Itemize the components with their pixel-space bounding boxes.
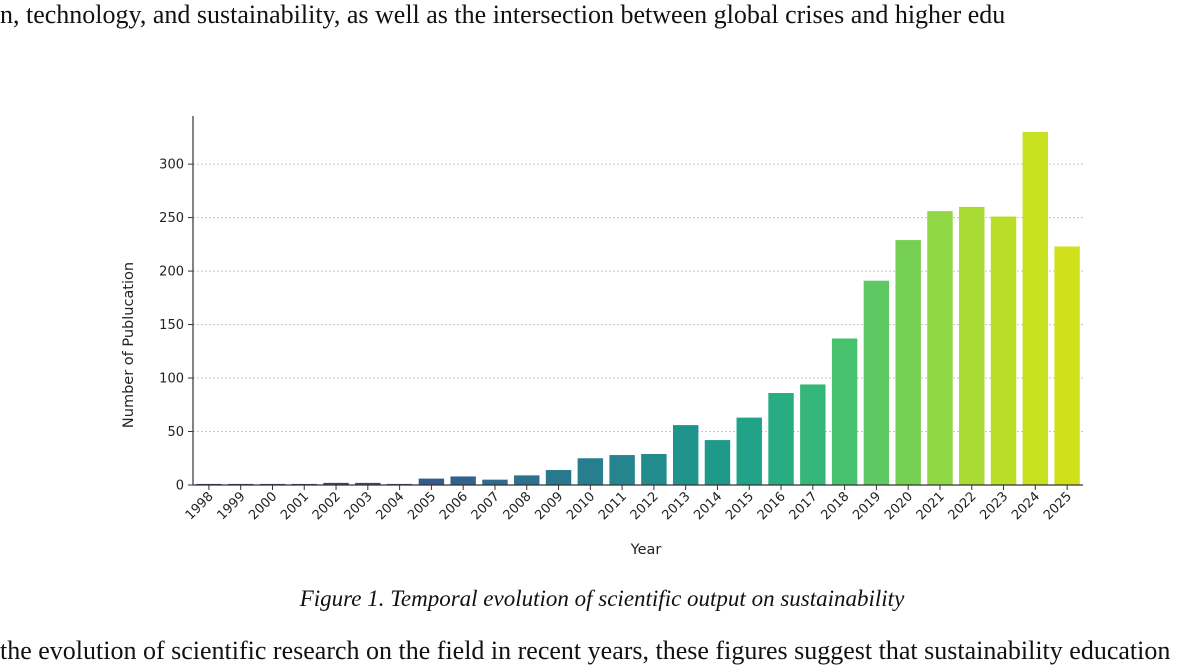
bar-2021	[927, 211, 953, 486]
x-tick-label: 2016	[755, 489, 789, 523]
x-axis-title: Year	[630, 542, 662, 558]
bar-chart: 0501001502002503001998199920002001200220…	[121, 116, 1083, 558]
x-tick-label: 2001	[278, 489, 312, 523]
bars	[196, 132, 1080, 486]
x-tick-label: 2023	[977, 489, 1011, 523]
body-text-top: n, technology, and sustainability, as we…	[0, 0, 1006, 29]
y-tick-label: 150	[159, 318, 184, 333]
x-tick-label: 2003	[342, 489, 376, 523]
bar-2012	[641, 453, 667, 485]
x-tick-label: 2004	[373, 489, 407, 523]
bar-2025	[1054, 246, 1080, 485]
x-tick-label: 2008	[501, 489, 535, 523]
x-tick-label: 2012	[628, 489, 662, 523]
bar-2003	[355, 482, 381, 485]
x-tick-label: 2014	[691, 489, 725, 523]
x-tick-label: 2006	[437, 489, 471, 523]
y-tick-label: 100	[159, 372, 184, 387]
bar-2018	[831, 338, 858, 485]
bar-2019	[863, 280, 890, 485]
x-tick-label: 2005	[405, 489, 439, 523]
x-tick-label: 2015	[723, 489, 757, 523]
x-tick-label: 1999	[214, 489, 248, 523]
bar-2024	[1022, 132, 1049, 486]
y-tick-label: 0	[176, 479, 184, 494]
y-tick-label: 250	[159, 211, 184, 226]
y-tick-label: 200	[159, 265, 184, 280]
bar-2008	[514, 475, 540, 485]
bar-2017	[800, 384, 826, 485]
x-tick-label: 1998	[183, 489, 217, 523]
y-axis-title: Number of Publucation	[121, 262, 137, 428]
x-tick-label: 2020	[882, 489, 916, 523]
x-tick-label: 2022	[946, 489, 980, 523]
bar-2020	[895, 240, 921, 485]
x-tick-label: 2017	[787, 489, 821, 523]
bar-2002	[323, 482, 349, 485]
x-tick-label: 2002	[310, 489, 344, 523]
x-tick-label: 2019	[850, 489, 884, 523]
x-tick-label: 2000	[246, 489, 280, 523]
y-tick-label: 300	[159, 158, 184, 173]
bar-2005	[418, 478, 445, 485]
figure-caption: Figure 1. Temporal evolution of scientif…	[299, 586, 905, 611]
bar-2006	[450, 476, 476, 485]
bar-2009	[545, 470, 572, 485]
x-tick-label: 2010	[564, 489, 598, 523]
bar-2014	[704, 440, 731, 485]
x-tick-label: 2024	[1009, 489, 1043, 523]
y-tick-label: 50	[167, 425, 184, 440]
body-text-bottom: the evolution of scientific research on …	[0, 636, 1171, 665]
axes	[188, 116, 1083, 490]
bar-2016	[768, 393, 794, 485]
x-tick-label: 2013	[659, 489, 693, 523]
grid-lines	[193, 163, 1083, 433]
bar-2022	[959, 206, 985, 486]
bar-2011	[609, 455, 635, 485]
bar-2010	[577, 458, 604, 485]
bar-2013	[672, 425, 699, 485]
x-tick-label: 2009	[532, 489, 566, 523]
x-tick-label: 2011	[596, 489, 630, 523]
bar-2015	[736, 417, 762, 485]
x-tick-label: 2021	[914, 489, 948, 523]
x-tick-label: 2007	[469, 489, 503, 523]
bar-2007	[482, 479, 508, 485]
bar-2023	[990, 216, 1017, 485]
x-tick-label: 2018	[818, 489, 852, 523]
x-tick-label: 2025	[1041, 489, 1075, 523]
